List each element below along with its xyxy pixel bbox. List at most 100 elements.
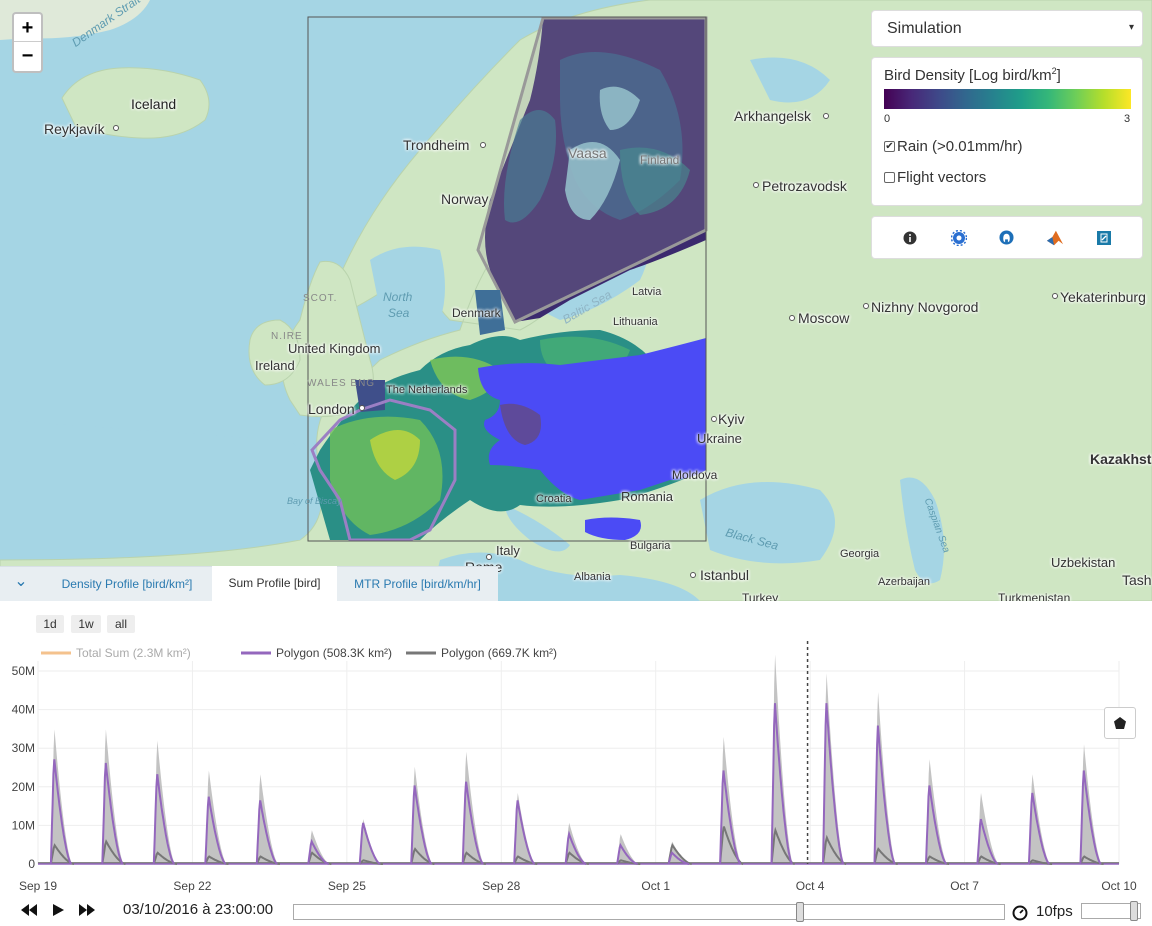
forward-button[interactable]: [78, 903, 96, 922]
rewind-button[interactable]: [20, 903, 38, 922]
colorbar-ticks: 0 3: [884, 113, 1130, 129]
zoom-in-button[interactable]: +: [14, 14, 41, 42]
purple-series-line: [564, 830, 587, 865]
map-view[interactable]: Denmark Strait Iceland Reykjavík Trondhe…: [0, 0, 1152, 601]
label-uzbekistan: Uzbekistan: [1051, 555, 1116, 570]
rewind-icon: [21, 904, 37, 916]
label-kazakhstan: Kazakhst: [1090, 451, 1152, 467]
info-icon[interactable]: [901, 229, 919, 247]
label-turkmenistan: Turkmenistan: [998, 591, 1071, 601]
purple-series-line: [101, 762, 124, 865]
purple-series-line: [152, 774, 176, 865]
uncertainty-band: [617, 834, 639, 864]
tab-sum-profile[interactable]: Sum Profile [bird]: [212, 566, 337, 601]
app-icon[interactable]: [1095, 229, 1113, 247]
range-1d-button[interactable]: 1d: [36, 615, 64, 633]
colorbar-min: 0: [884, 113, 891, 125]
purple-series-line: [204, 796, 227, 865]
tab-mtr-profile[interactable]: MTR Profile [bird/km/hr]: [337, 566, 498, 601]
x-tick-label: Sep 28: [482, 879, 520, 893]
label-bay-of-biscay: Bay of Biscay: [287, 496, 342, 506]
label-petrozavodsk: Petrozavodsk: [762, 178, 847, 194]
fps-slider[interactable]: [1081, 901, 1141, 921]
legend-label: Polygon (669.7K km²): [441, 646, 557, 660]
label-trondheim: Trondheim: [403, 137, 470, 153]
legend-label: Polygon (508.3K km²): [276, 646, 392, 660]
density-overlay-north: [485, 18, 706, 322]
purple-series-line: [719, 770, 742, 865]
purple-series-line: [358, 822, 381, 865]
label-north-sea-1: North: [383, 290, 413, 304]
speed-icon: [1012, 905, 1028, 926]
purple-series-line: [667, 851, 690, 865]
playback-controls: 03/10/2016 à 23:00:00 10fps: [0, 897, 1152, 926]
chevron-down-icon: ▾: [1128, 22, 1134, 33]
x-tick-label: Sep 19: [19, 879, 57, 893]
screenshot-button[interactable]: [1104, 707, 1136, 739]
y-tick-label: 50M: [12, 664, 35, 678]
label-azerbaijan: Azerbaijan: [878, 576, 930, 588]
rain-checkbox[interactable]: ✔: [884, 141, 895, 152]
uncertainty-band: [925, 759, 948, 864]
play-icon: [53, 904, 64, 916]
x-tick-label: Sep 25: [328, 879, 366, 893]
purple-series-line: [976, 818, 999, 865]
label-ukraine: Ukraine: [697, 431, 742, 446]
land-iceland: [61, 67, 210, 139]
uncertainty-band: [462, 751, 485, 864]
label-bulgaria: Bulgaria: [630, 540, 671, 552]
matlab-icon[interactable]: [1046, 229, 1064, 247]
range-1w-button[interactable]: 1w: [71, 615, 101, 633]
time-slider[interactable]: [293, 902, 1005, 922]
label-arkhangelsk: Arkhangelsk: [734, 108, 812, 124]
chart-svg: 0 10M 20M 30M 40M 50M Sep 19 Sep 22 Sep 25 Sep 28…: [12, 641, 1137, 893]
uncertainty-band: [1028, 774, 1051, 864]
label-italy: Italy: [496, 543, 520, 558]
uncertainty-band: [256, 774, 279, 864]
label-georgia: Georgia: [840, 548, 880, 560]
x-tick-label: Oct 1: [641, 879, 670, 893]
legend-title-end: ]: [1056, 67, 1061, 84]
flight-vectors-checkbox[interactable]: [884, 172, 895, 183]
collapse-panel-button[interactable]: ⌄: [0, 566, 42, 601]
label-yekaterinburg: Yekaterinburg: [1060, 289, 1146, 305]
label-croatia: Croatia: [536, 493, 572, 505]
sea-caspian: [900, 477, 944, 584]
y-tick-label: 40M: [12, 703, 35, 717]
purple-series-line: [616, 842, 638, 865]
gray-series-line: [667, 843, 692, 865]
current-datetime: 03/10/2016 à 23:00:00: [123, 901, 274, 918]
tab-density-profile[interactable]: Density Profile [bird/km²]: [42, 566, 212, 601]
flight-vectors-toggle[interactable]: Flight vectors: [884, 169, 1130, 186]
purple-series-line: [461, 781, 484, 865]
x-tick-label: Sep 22: [173, 879, 211, 893]
label-istanbul: Istanbul: [700, 567, 750, 583]
rain-overlay: [478, 338, 706, 540]
simulation-domain-box: [307, 16, 707, 542]
y-tick-label: 30M: [12, 741, 35, 755]
label-vaasa: Vaasa: [568, 145, 607, 161]
rain-toggle[interactable]: ✔ Rain (>0.01mm/hr): [884, 138, 1130, 155]
uncertainty-band: [1080, 744, 1103, 864]
play-button[interactable]: [51, 903, 65, 922]
settings-icon[interactable]: [950, 229, 968, 247]
fps-label: 10fps: [1036, 903, 1073, 920]
label-latvia: Latvia: [632, 286, 662, 298]
label-nizhny: Nizhny Novgorod: [871, 299, 979, 315]
zoom-out-button[interactable]: −: [21, 45, 34, 67]
purple-series-line: [49, 759, 73, 865]
x-tick-label: Oct 7: [950, 879, 979, 893]
fps-slider-thumb[interactable]: [1130, 901, 1138, 921]
link-icons-bar: [871, 216, 1143, 259]
purple-series-line: [307, 838, 330, 865]
pentagon-icon: [1114, 717, 1126, 729]
github-icon[interactable]: [998, 229, 1016, 247]
label-wales-eng: WALES ENG: [307, 378, 376, 389]
uncertainty-band: [771, 654, 794, 864]
time-slider-thumb[interactable]: [795, 902, 804, 922]
label-norway: Norway: [441, 191, 489, 207]
range-all-button[interactable]: all: [107, 615, 135, 633]
uncertainty-band: [874, 692, 897, 864]
uncertainty-band: [308, 830, 330, 864]
simulation-select[interactable]: Simulation ▾: [871, 10, 1143, 47]
